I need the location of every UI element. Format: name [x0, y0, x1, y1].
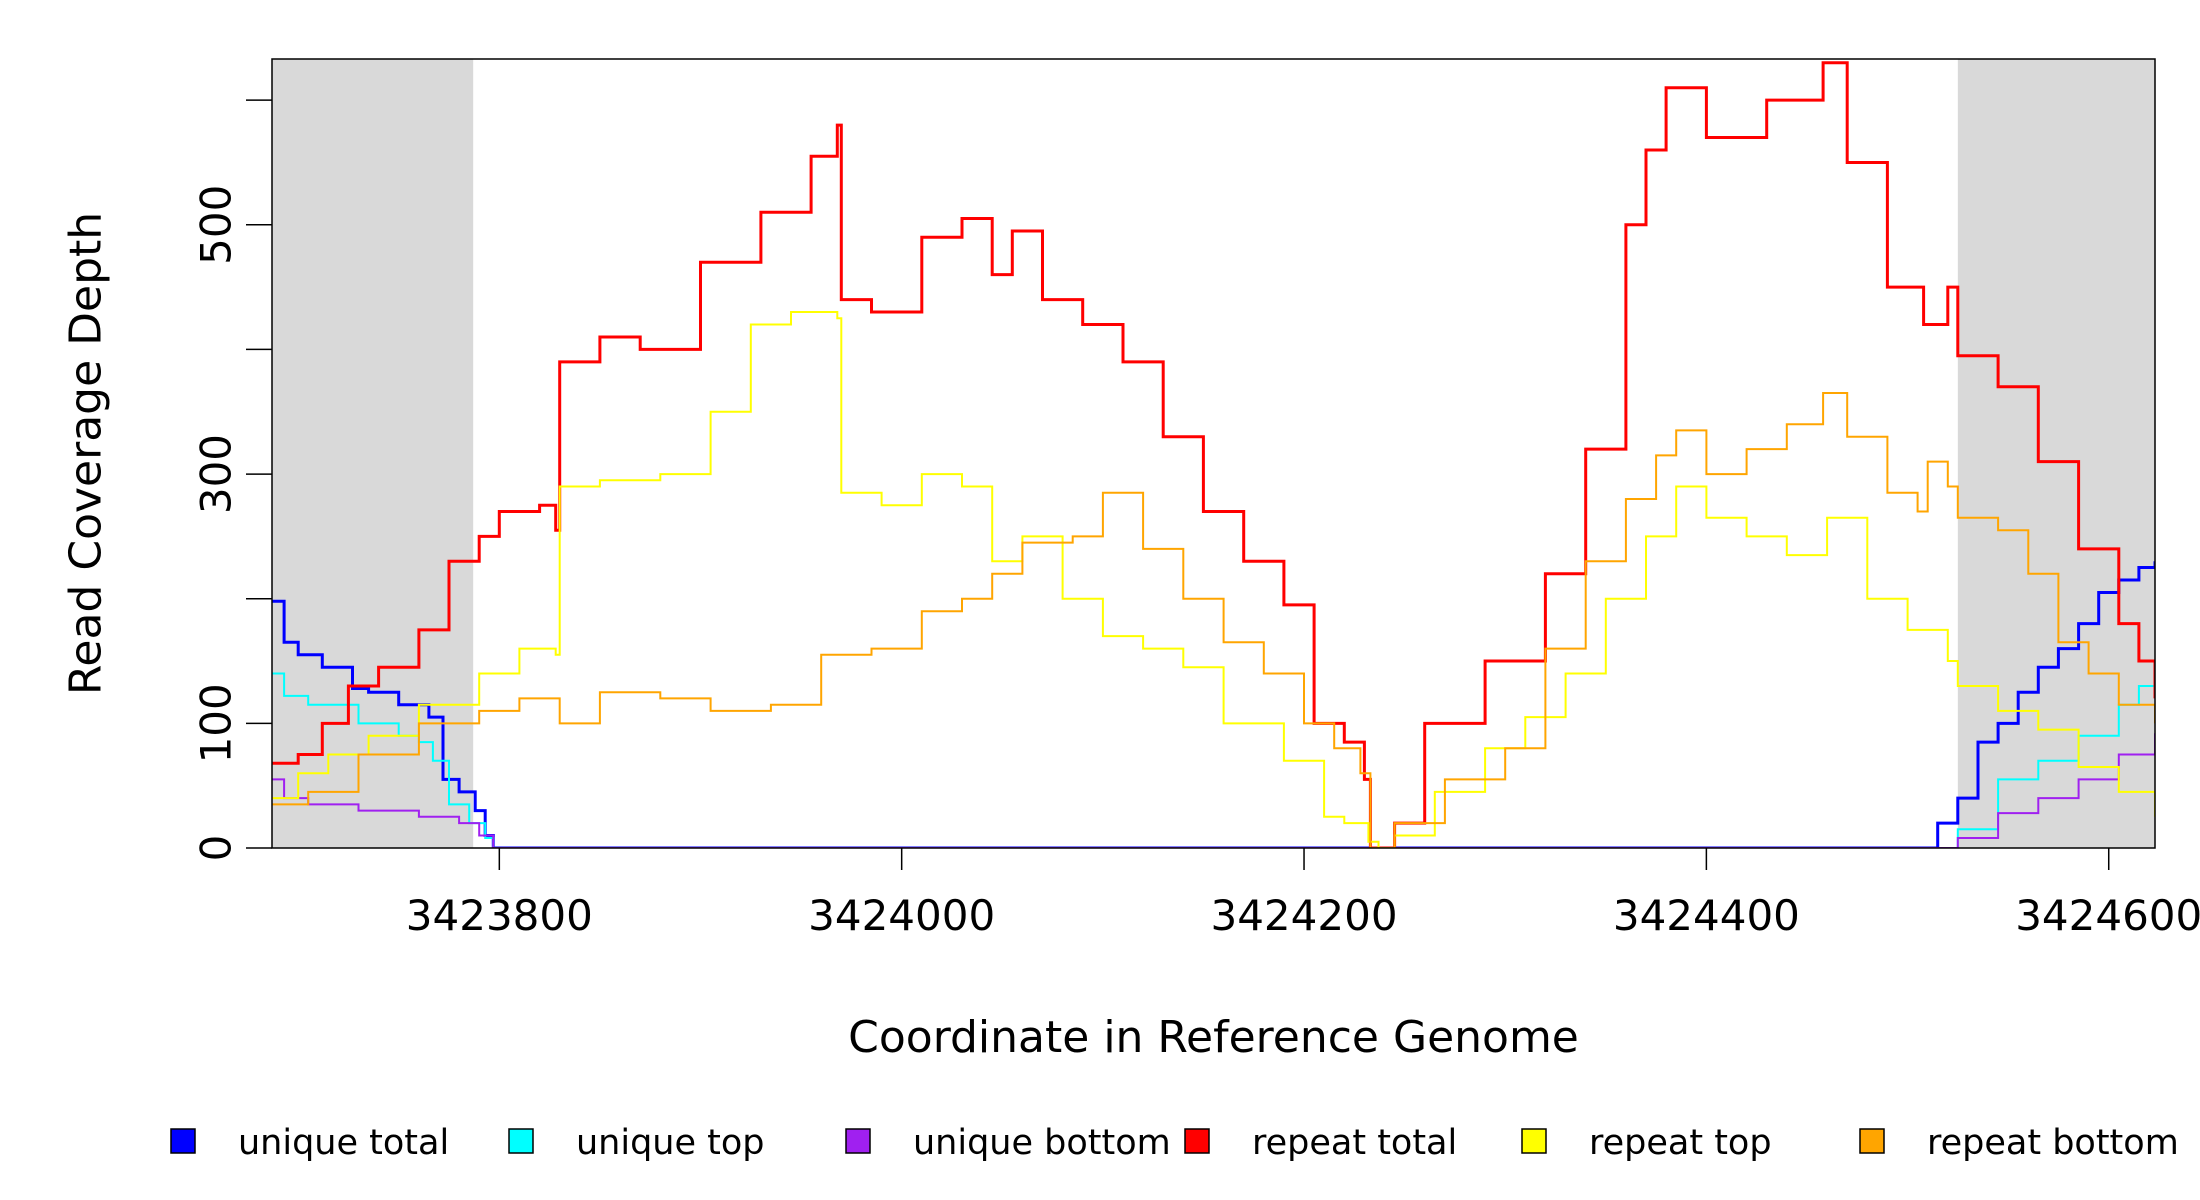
y-tick-label-0: 0 — [192, 835, 241, 862]
legend-label-unique-bottom: unique bottom — [913, 1123, 1171, 1163]
series-unique-top-line — [272, 672, 2155, 848]
y-tick-label-300: 300 — [192, 434, 241, 514]
legend-swatch-repeat-top — [1521, 1128, 1547, 1154]
legend-label-unique-top: unique top — [576, 1123, 765, 1163]
x-tick-label-3424600: 3424600 — [2015, 891, 2200, 940]
legend-swatch-repeat-bottom — [1859, 1128, 1885, 1154]
legend-swatch-unique-top — [508, 1128, 534, 1154]
y-tick-label-100: 100 — [192, 683, 241, 763]
x-axis-label: Coordinate in Reference Genome — [848, 1012, 1579, 1063]
legend-label-repeat-total: repeat total — [1252, 1123, 1457, 1163]
legend-label-repeat-bottom: repeat bottom — [1927, 1123, 2179, 1163]
series-repeat-bottom-line — [272, 392, 2155, 848]
legend-swatch-repeat-total — [1184, 1128, 1210, 1154]
legend-swatch-unique-total — [170, 1128, 196, 1154]
series-unique-bottom-line — [272, 733, 2155, 848]
x-tick-label-3423800: 3423800 — [406, 891, 593, 940]
series-unique-total-line — [272, 561, 2155, 848]
legend-label-unique-total: unique total — [238, 1123, 449, 1163]
plot-frame — [271, 58, 2156, 849]
series-repeat-top-line — [272, 311, 2155, 848]
x-tick-label-3424000: 3424000 — [808, 891, 995, 940]
legend-swatch-unique-bottom — [845, 1128, 871, 1154]
shaded-region-1 — [1957, 59, 2155, 848]
x-tick-label-3424200: 3424200 — [1210, 891, 1397, 940]
series-repeat-total-line — [272, 61, 2155, 848]
legend-label-repeat-top: repeat top — [1589, 1123, 1772, 1163]
y-tick-label-500: 500 — [192, 185, 241, 265]
y-axis-label: Read Coverage Depth — [61, 212, 112, 695]
x-tick-label-3424400: 3424400 — [1613, 891, 1800, 940]
